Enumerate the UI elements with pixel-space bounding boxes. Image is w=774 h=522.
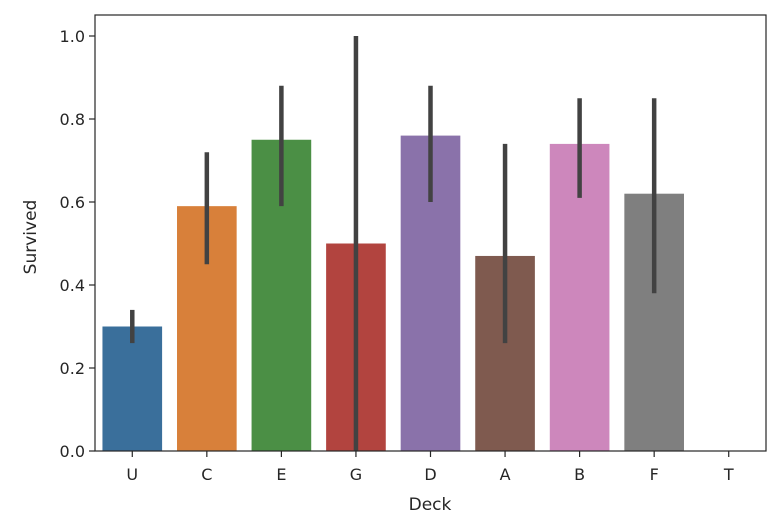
bar-U (102, 326, 163, 451)
x-tick-label-D: D (424, 465, 436, 484)
x-tick-label-E: E (276, 465, 286, 484)
x-axis-label: Deck (409, 495, 452, 515)
y-axis: 0.0 0.2 0.4 0.6 0.8 1.0 (60, 27, 95, 461)
y-tick-label-2: 0.4 (60, 276, 85, 295)
y-tick-label-5: 1.0 (60, 27, 85, 46)
x-tick-label-G: G (350, 465, 362, 484)
y-tick-label-3: 0.6 (60, 193, 85, 212)
y-tick-label-1: 0.2 (60, 359, 85, 378)
x-tick-label-F: F (650, 465, 659, 484)
y-tick-label-4: 0.8 (60, 110, 85, 129)
x-tick-label-A: A (500, 465, 511, 484)
bars-group (102, 135, 684, 451)
error-bars-group (130, 36, 657, 451)
x-tick-label-C: C (201, 465, 212, 484)
x-tick-label-B: B (574, 465, 585, 484)
x-tick-label-T: T (723, 465, 734, 484)
y-tick-label-0: 0.0 (60, 442, 85, 461)
y-axis-label: Survived (21, 200, 41, 275)
x-tick-label-U: U (126, 465, 138, 484)
